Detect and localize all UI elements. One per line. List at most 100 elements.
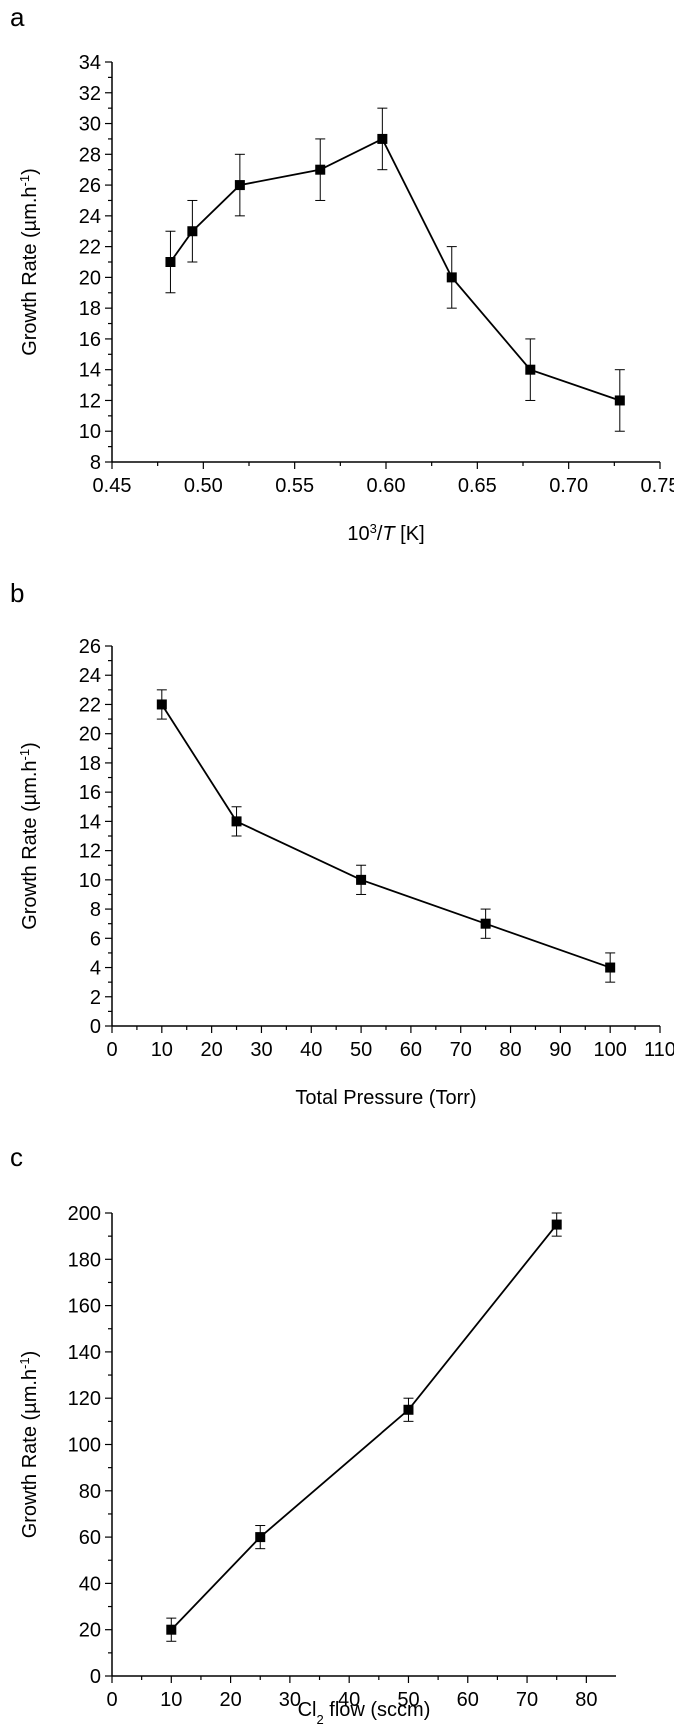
y-tick-label: 4 (90, 958, 101, 980)
x-tick-label: 40 (338, 1689, 360, 1711)
y-tick-label: 200 (68, 1203, 101, 1225)
y-tick-label: 140 (68, 1342, 101, 1364)
x-tick-label: 0.50 (184, 475, 223, 497)
y-tick-label: 10 (79, 421, 101, 443)
y-tick-label: 32 (79, 83, 101, 105)
x-tick-label: 80 (575, 1689, 597, 1711)
y-axis-title: Growth Rate (µm.h-1) (17, 742, 42, 930)
y-tick-label: 18 (79, 753, 101, 775)
x-tick-label: 0.60 (367, 475, 406, 497)
x-tick-label: 70 (516, 1689, 538, 1711)
chart-panel-a: 8 10 12 14 16 18 20 22 24 26 28 30 32 34 0.45 0.50 0.55 0… (17, 52, 674, 545)
x-tick-label: 70 (450, 1039, 472, 1061)
y-tick-label: 180 (68, 1249, 101, 1271)
data-point (403, 1404, 414, 1415)
x-tick-label: 0.70 (549, 475, 588, 497)
series-line (170, 1224, 558, 1631)
y-tick-label: 8 (90, 899, 101, 921)
x-tick-label: 40 (300, 1039, 322, 1061)
panel-letter-a: a (10, 2, 25, 32)
y-tick-label: 14 (79, 360, 101, 382)
data-point (525, 364, 536, 375)
x-tick-label: 10 (160, 1689, 182, 1711)
y-tick-label: 40 (79, 1573, 101, 1595)
y-tick-label: 0 (90, 1016, 101, 1038)
y-tick-label: 16 (79, 329, 101, 351)
y-tick-label: 18 (79, 298, 101, 320)
y-tick-label: 24 (79, 665, 101, 687)
data-point (356, 874, 367, 885)
series-line (161, 703, 611, 969)
data-point (315, 164, 326, 175)
y-tick-label: 14 (79, 811, 101, 833)
x-tick-label: 0.65 (458, 475, 497, 497)
x-tick-label: 0.45 (93, 475, 132, 497)
y-tick-label: 20 (79, 267, 101, 289)
y-tick-label: 160 (68, 1296, 101, 1318)
data-point (377, 133, 388, 144)
y-tick-label: 120 (68, 1388, 101, 1410)
x-tick-label: 30 (250, 1039, 272, 1061)
data-point (614, 395, 625, 406)
y-tick-label: 8 (90, 452, 101, 474)
y-tick-label: 22 (79, 237, 101, 259)
x-tick-label: 30 (279, 1689, 301, 1711)
series-line (169, 137, 621, 402)
x-tick-label: 0 (106, 1689, 117, 1711)
y-tick-label: 20 (79, 724, 101, 746)
x-tick-label: 50 (397, 1689, 419, 1711)
x-tick-label: 80 (499, 1039, 521, 1061)
x-tick-label: 10 (151, 1039, 173, 1061)
x-tick-label: 60 (457, 1689, 479, 1711)
data-point (165, 257, 176, 267)
x-tick-label: 50 (350, 1039, 372, 1061)
y-tick-label: 22 (79, 694, 101, 716)
y-tick-label: 80 (79, 1481, 101, 1503)
x-tick-label: 90 (549, 1039, 571, 1061)
y-tick-label: 34 (79, 52, 101, 74)
panel-letter-c: c (10, 1142, 23, 1172)
x-tick-label: 100 (593, 1039, 626, 1061)
y-tick-label: 2 (90, 987, 101, 1009)
data-point (605, 962, 616, 973)
data-point (166, 1624, 177, 1635)
x-axis-title: Cl2 flow (sccm) (298, 1699, 431, 1727)
y-tick-label: 26 (79, 175, 101, 197)
y-tick-label: 28 (79, 144, 101, 166)
y-tick-label: 26 (79, 636, 101, 658)
y-tick-label: 30 (79, 114, 101, 136)
y-tick-label: 0 (90, 1666, 101, 1688)
y-tick-label: 12 (79, 390, 101, 412)
y-axis-title: Growth Rate (µm.h-1) (17, 1351, 42, 1539)
x-tick-label: 110 (644, 1039, 674, 1061)
y-tick-label: 20 (79, 1620, 101, 1642)
y-tick-label: 16 (79, 782, 101, 804)
y-axis-title: Growth Rate (µm.h-1) (17, 168, 42, 356)
data-point (234, 180, 245, 191)
data-point (255, 1532, 266, 1543)
y-tick-label: 6 (90, 928, 101, 950)
data-point (551, 1219, 562, 1230)
x-tick-label: 0.75 (641, 475, 674, 497)
x-axis-title: Total Pressure (Torr) (295, 1087, 476, 1109)
data-point (187, 226, 198, 237)
x-tick-label: 0.55 (275, 475, 314, 497)
y-tick-label: 24 (79, 206, 101, 228)
y-tick-label: 12 (79, 841, 101, 863)
panel-letter-b: b (10, 578, 25, 608)
chart-panel-c: 0 20 40 60 80 100 120 140 160 180 200 0 10 20 30 40 50 60… (17, 1203, 616, 1727)
data-point (231, 816, 242, 827)
data-point (446, 272, 457, 283)
x-tick-label: 20 (219, 1689, 241, 1711)
x-axis-title: 103/T [K] (347, 521, 424, 546)
x-tick-label: 20 (201, 1039, 223, 1061)
y-tick-label: 100 (68, 1435, 101, 1457)
y-tick-label: 60 (79, 1527, 101, 1549)
y-tick-label: 10 (79, 870, 101, 892)
data-point (480, 918, 491, 929)
x-tick-label: 60 (400, 1039, 422, 1061)
x-tick-label: 0 (106, 1039, 117, 1061)
